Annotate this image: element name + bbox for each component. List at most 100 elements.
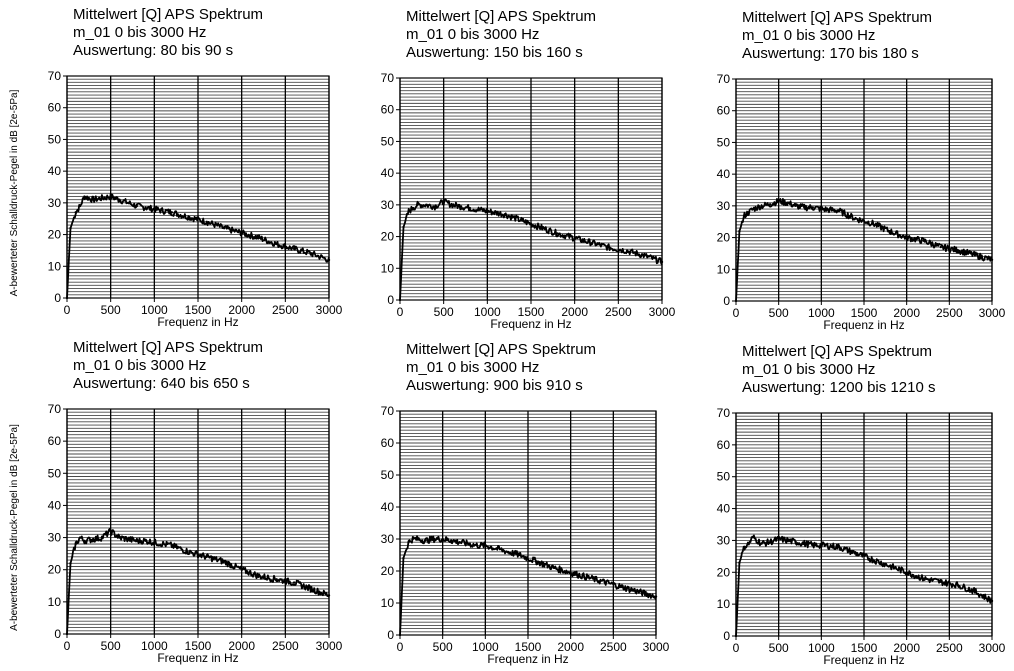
y-axis-label: A-bewerteter Schalldruck-Pegel in dB [2e… [9,424,20,631]
x-tick-label: 1000 [472,640,499,654]
data-point [100,536,104,539]
y-tick-label: 50 [381,468,395,482]
data-point [135,539,139,542]
y-tick-label: 70 [381,71,395,85]
data-point [327,594,331,597]
data-point [170,544,173,547]
y-tick-label: 20 [381,230,395,244]
x-tick-label: 500 [433,640,453,654]
x-tick-label: 2500 [272,639,299,653]
y-tick-label: 10 [48,259,62,273]
data-point [416,203,419,207]
data-point [109,195,112,198]
x-tick-label: 3000 [979,306,1006,320]
data-point [820,544,823,547]
y-tick-label: 50 [381,134,395,148]
data-point [292,247,296,251]
data-point [905,236,908,239]
y-tick-label: 40 [717,502,731,516]
y-tick-label: 30 [717,199,731,213]
data-point [402,557,405,560]
data-point [467,542,470,545]
x-tick-label: 1000 [474,305,501,319]
y-tick-label: 50 [717,470,731,484]
data-point [486,210,489,213]
x-axis-label: Frequenz in Hz [157,315,238,329]
data-point [257,574,261,578]
data-point [135,204,139,208]
data-point [74,542,77,546]
y-tick-label: 40 [381,500,395,514]
x-tick-label: 2000 [893,306,920,320]
data-point [188,215,191,219]
data-point [777,537,780,541]
spectrum-line-1 [735,534,993,637]
chart-title-line: m_01 0 bis 3000 Hz [406,26,539,43]
data-point [458,541,461,544]
data-point [65,296,69,300]
x-tick-label: 500 [769,306,789,320]
y-tick-label: 40 [381,166,395,180]
data-point [922,577,925,580]
data-point [625,249,629,253]
data-point [751,207,755,211]
x-tick-label: 500 [434,305,454,319]
y-tick-label: 70 [717,406,731,420]
data-point [888,564,891,568]
data-point [442,200,445,203]
data-point [126,537,130,541]
data-point [820,207,823,211]
x-tick-label: 1000 [808,306,835,320]
data-point [415,537,419,541]
x-tick-label: 3000 [643,640,670,654]
x-tick-label: 500 [769,641,789,655]
data-point [459,205,463,208]
data-point [569,571,572,574]
data-point [535,560,538,563]
data-point [888,230,891,233]
x-tick-label: 0 [64,639,71,653]
y-tick-label: 40 [48,164,62,178]
chart-title-line: Mittelwert [Q] APS Spektrum [406,8,596,25]
y-tick-label: 70 [48,69,62,83]
x-tick-label: 2000 [893,641,920,655]
y-tick-label: 60 [48,434,62,448]
data-point [240,231,243,235]
y-tick-label: 30 [48,531,62,545]
data-point [973,253,977,257]
x-tick-label: 1000 [808,641,835,655]
data-point [153,541,156,544]
data-point [786,539,789,542]
data-point [654,595,658,598]
data-point [327,258,331,262]
x-tick-label: 2000 [228,639,255,653]
y-tick-label: 20 [48,563,62,577]
chart-title-line: Auswertung: 80 bis 90 s [73,42,233,59]
data-point [69,562,72,565]
data-point [620,585,624,589]
x-tick-label: 500 [101,303,121,317]
x-axis-label: Frequenz in Hz [487,652,568,666]
data-point [811,206,814,209]
data-point [432,537,436,541]
data-point [990,258,994,261]
data-point [738,561,741,564]
y-tick-label: 20 [381,564,395,578]
data-point [803,206,806,209]
data-point [275,578,278,581]
x-tick-label: 2500 [936,641,963,655]
chart-title-line: Mittelwert [Q] APS Spektrum [742,343,932,360]
data-point [738,230,741,233]
data-point [777,199,780,203]
data-point [760,542,763,545]
data-point [768,540,772,544]
x-tick-label: 0 [397,305,404,319]
x-tick-label: 0 [733,641,740,655]
x-tick-label: 1000 [141,639,168,653]
x-tick-label: 2000 [561,305,588,319]
x-tick-label: 1500 [185,639,212,653]
y-tick-label: 70 [48,402,62,416]
chart-title-line: Mittelwert [Q] APS Spektrum [406,341,596,358]
